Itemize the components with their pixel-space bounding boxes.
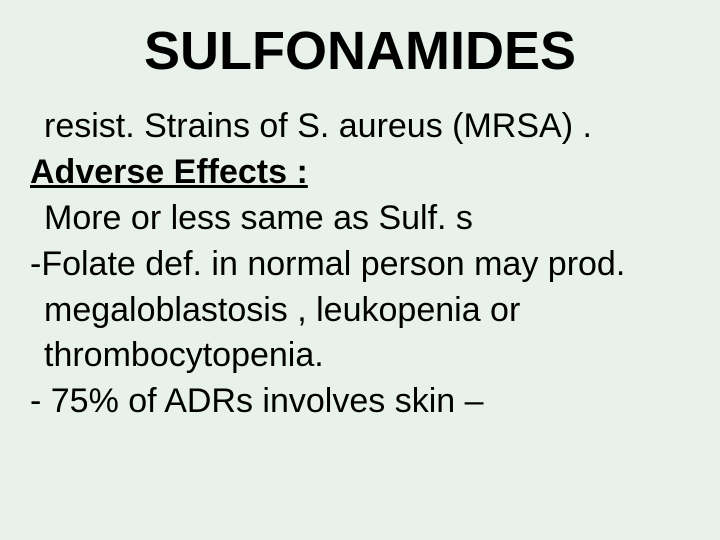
text-line: - 75% of ADRs involves skin – [30,379,690,425]
text-line: megaloblastosis , leukopenia or [30,288,690,334]
text-line: resist. Strains of S. aureus (MRSA) . [30,104,690,150]
text-line: -Folate def. in normal person may prod. [30,242,690,288]
text-line: thrombocytopenia. [30,333,690,379]
slide-title: SULFONAMIDES [30,20,690,82]
slide-body: resist. Strains of S. aureus (MRSA) . Ad… [30,104,690,425]
section-heading: Adverse Effects : [30,150,690,196]
text-line: More or less same as Sulf. s [30,196,690,242]
